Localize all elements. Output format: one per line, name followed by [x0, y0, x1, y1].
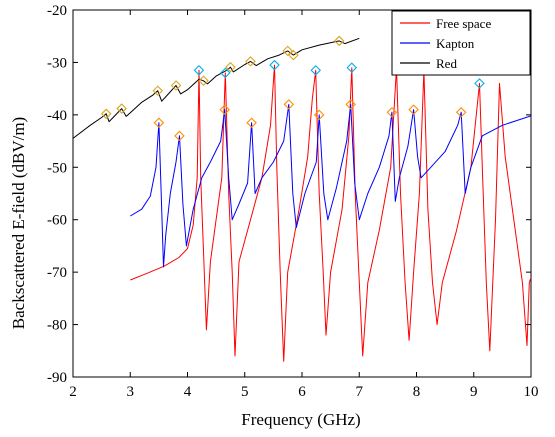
y-tick-label: -60: [47, 213, 67, 229]
peak-marker: [288, 49, 299, 61]
peak-marker: [153, 117, 165, 128]
peak-marker: [333, 35, 345, 47]
x-tick-label: 9: [470, 384, 478, 400]
y-tick-label: -70: [47, 265, 67, 281]
y-tick-label: -50: [47, 160, 67, 176]
peak-marker: [193, 65, 205, 76]
peak-marker: [219, 104, 230, 115]
peak-marker: [225, 61, 236, 73]
y-tick-label: -80: [47, 318, 67, 334]
peak-marker: [386, 106, 398, 118]
series-line-2: [73, 37, 360, 139]
peak-marker: [408, 104, 419, 115]
x-tick-label: 5: [241, 384, 249, 400]
peak-marker: [283, 99, 295, 110]
x-tick-label: 7: [356, 384, 364, 400]
legend: Free space Kapton Red: [391, 10, 531, 76]
y-axis-label: Backscattered E-field (dBV/m): [9, 117, 28, 329]
peak-marker: [313, 109, 325, 121]
peak-marker: [100, 108, 112, 120]
peak-marker: [310, 65, 322, 76]
y-tick-label: -90: [47, 370, 67, 386]
peak-marker: [174, 130, 185, 142]
x-axis-label: Frequency (GHz): [241, 410, 360, 429]
legend-label: Kapton: [436, 36, 475, 51]
peak-marker: [198, 75, 209, 87]
legend-label: Red: [436, 56, 457, 71]
peak-marker: [269, 59, 280, 71]
peak-marker: [346, 62, 358, 73]
x-tick-label: 6: [298, 384, 306, 400]
x-tick-label: 10: [524, 384, 539, 400]
series-line-1: [130, 103, 531, 268]
series-line-0: [130, 64, 531, 362]
peak-marker: [170, 80, 182, 91]
y-tick-label: -30: [47, 55, 67, 71]
y-tick-label: -20: [47, 3, 67, 19]
y-tick-label: -40: [47, 108, 67, 124]
legend-label: Free space: [436, 16, 491, 31]
peak-marker: [220, 67, 231, 79]
peak-marker: [474, 78, 485, 89]
peak-marker: [345, 99, 356, 110]
x-tick-label: 2: [69, 384, 77, 400]
peak-marker: [245, 56, 256, 67]
peak-marker: [152, 85, 164, 97]
x-tick-label: 8: [413, 384, 421, 400]
peak-marker: [455, 106, 467, 118]
peak-marker: [116, 103, 127, 114]
peak-marker: [246, 117, 257, 128]
x-tick-label: 4: [184, 384, 192, 400]
peak-marker: [282, 45, 293, 57]
x-tick-label: 3: [127, 384, 135, 400]
